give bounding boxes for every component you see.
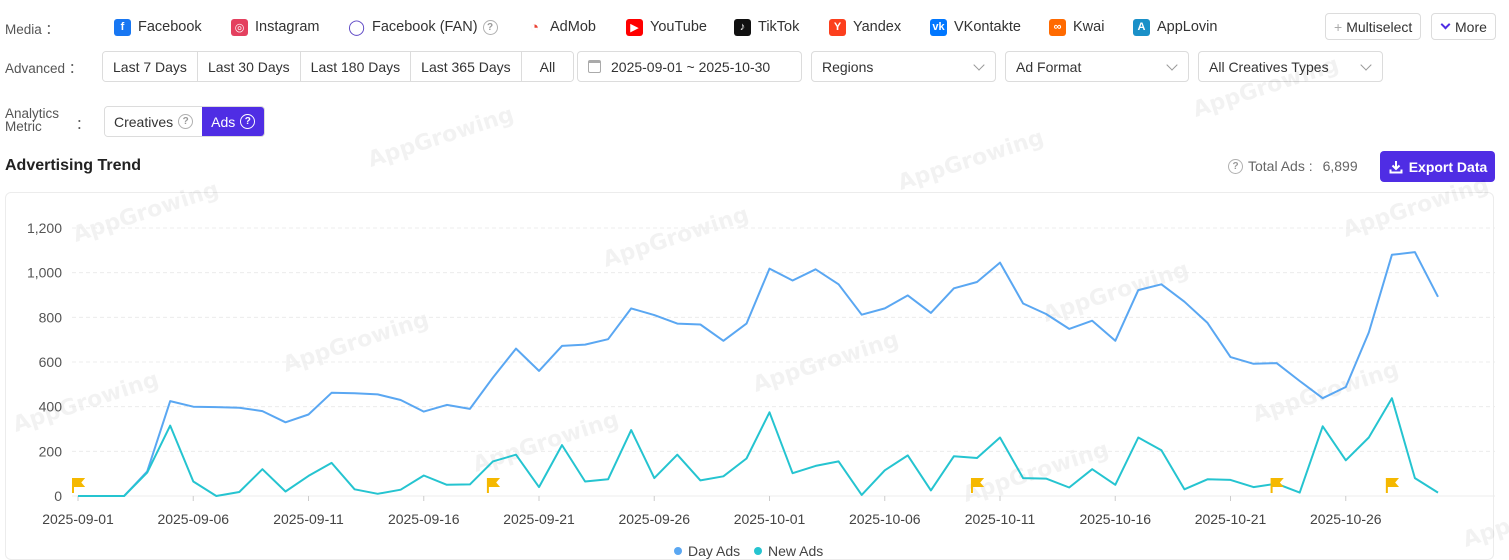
media-applovin[interactable]: A AppLovin xyxy=(1133,16,1217,38)
multiselect-button[interactable]: + Multiselect xyxy=(1325,13,1422,40)
metric-label: Creatives xyxy=(114,113,174,130)
facebook-fan-icon: ◯ xyxy=(348,18,365,36)
media-yandex[interactable]: Y Yandex xyxy=(829,16,901,38)
media-label: AdMob xyxy=(550,19,596,35)
instagram-icon: ◎ xyxy=(231,18,248,36)
media-label: Instagram xyxy=(255,19,320,35)
media-label: Facebook xyxy=(138,19,202,35)
applovin-icon: A xyxy=(1133,18,1150,36)
date-range-option[interactable]: Last 30 Days xyxy=(197,52,301,81)
advanced-label: Advanced ： xyxy=(5,61,83,76)
help-icon[interactable]: ? xyxy=(482,19,498,35)
total-ads: ? Total Ads : 6,899 xyxy=(1228,158,1358,174)
media-vkontakte[interactable]: vk VKontakte xyxy=(930,16,1021,38)
media-label: VKontakte xyxy=(954,19,1021,35)
date-range-picker[interactable]: 2025-09-01 ~ 2025-10-30 xyxy=(577,51,802,82)
media-label: Media ： xyxy=(5,22,60,37)
metric-colon: ： xyxy=(76,117,90,132)
tiktok-icon: ♪ xyxy=(734,18,751,36)
media-label: AppLovin xyxy=(1157,19,1218,35)
date-range-option[interactable]: Last 180 Days xyxy=(300,52,412,81)
help-icon[interactable]: ? xyxy=(1228,158,1243,174)
trend-chart-panel xyxy=(5,192,1494,560)
date-range-option[interactable]: Last 365 Days xyxy=(411,52,522,81)
download-icon xyxy=(1389,160,1403,173)
regions-select[interactable]: Regions xyxy=(811,51,996,82)
admob-icon: ◔ xyxy=(526,18,543,36)
metric-ads-button[interactable]: Ads? xyxy=(202,107,265,136)
vkontakte-icon: vk xyxy=(930,18,947,36)
watermark: AppGrowing xyxy=(364,102,517,173)
creative-types-select[interactable]: All Creatives Types xyxy=(1198,51,1383,82)
media-kwai[interactable]: ∞ Kwai xyxy=(1049,16,1104,38)
metric-toggle-group: Creatives? Ads? xyxy=(104,106,266,137)
media-label: Yandex xyxy=(853,19,902,35)
chevron-down-icon xyxy=(973,59,985,71)
yandex-icon: Y xyxy=(829,18,846,36)
media-youtube[interactable]: ▶ YouTube xyxy=(626,16,707,38)
export-data-button[interactable]: Export Data xyxy=(1380,151,1495,182)
media-label: YouTube xyxy=(650,19,707,35)
media-label: TikTok xyxy=(758,19,800,35)
ad-format-select[interactable]: Ad Format xyxy=(1005,51,1189,82)
youtube-icon: ▶ xyxy=(626,18,643,36)
more-button[interactable]: More xyxy=(1431,13,1496,40)
plus-icon: + xyxy=(1334,18,1343,35)
analytics-metric-label: Analytics Metric xyxy=(5,106,60,134)
media-admob[interactable]: ◔ AdMob xyxy=(526,16,596,38)
media-instagram[interactable]: ◎ Instagram xyxy=(231,16,319,38)
calendar-icon xyxy=(588,60,601,73)
facebook-icon: f xyxy=(114,18,131,36)
date-range-option[interactable]: All xyxy=(521,52,574,81)
media-label: Facebook (FAN) xyxy=(372,19,478,35)
metric-label: Ads xyxy=(211,113,236,130)
section-title: Advertising Trend xyxy=(5,157,142,174)
chevron-down-icon xyxy=(1360,59,1372,71)
help-icon[interactable]: ? xyxy=(178,114,194,129)
chevron-down-icon xyxy=(1166,59,1178,71)
help-icon[interactable]: ? xyxy=(240,114,256,129)
watermark: AppGrowing xyxy=(894,125,1047,196)
date-range-option[interactable]: Last 7 Days xyxy=(103,52,198,81)
date-range-group: Last 7 Days Last 30 Days Last 180 Days Last… xyxy=(102,51,575,82)
total-ads-value: 6,899 xyxy=(1322,158,1358,174)
media-facebook[interactable]: f Facebook xyxy=(114,16,202,38)
media-facebook-fan[interactable]: ◯ Facebook (FAN)? xyxy=(348,16,498,38)
media-tiktok[interactable]: ♪ TikTok xyxy=(734,16,799,38)
chevron-down-icon xyxy=(1440,19,1451,30)
media-label: Kwai xyxy=(1073,19,1105,35)
metric-creatives-button[interactable]: Creatives? xyxy=(105,107,203,136)
kwai-icon: ∞ xyxy=(1049,18,1066,36)
